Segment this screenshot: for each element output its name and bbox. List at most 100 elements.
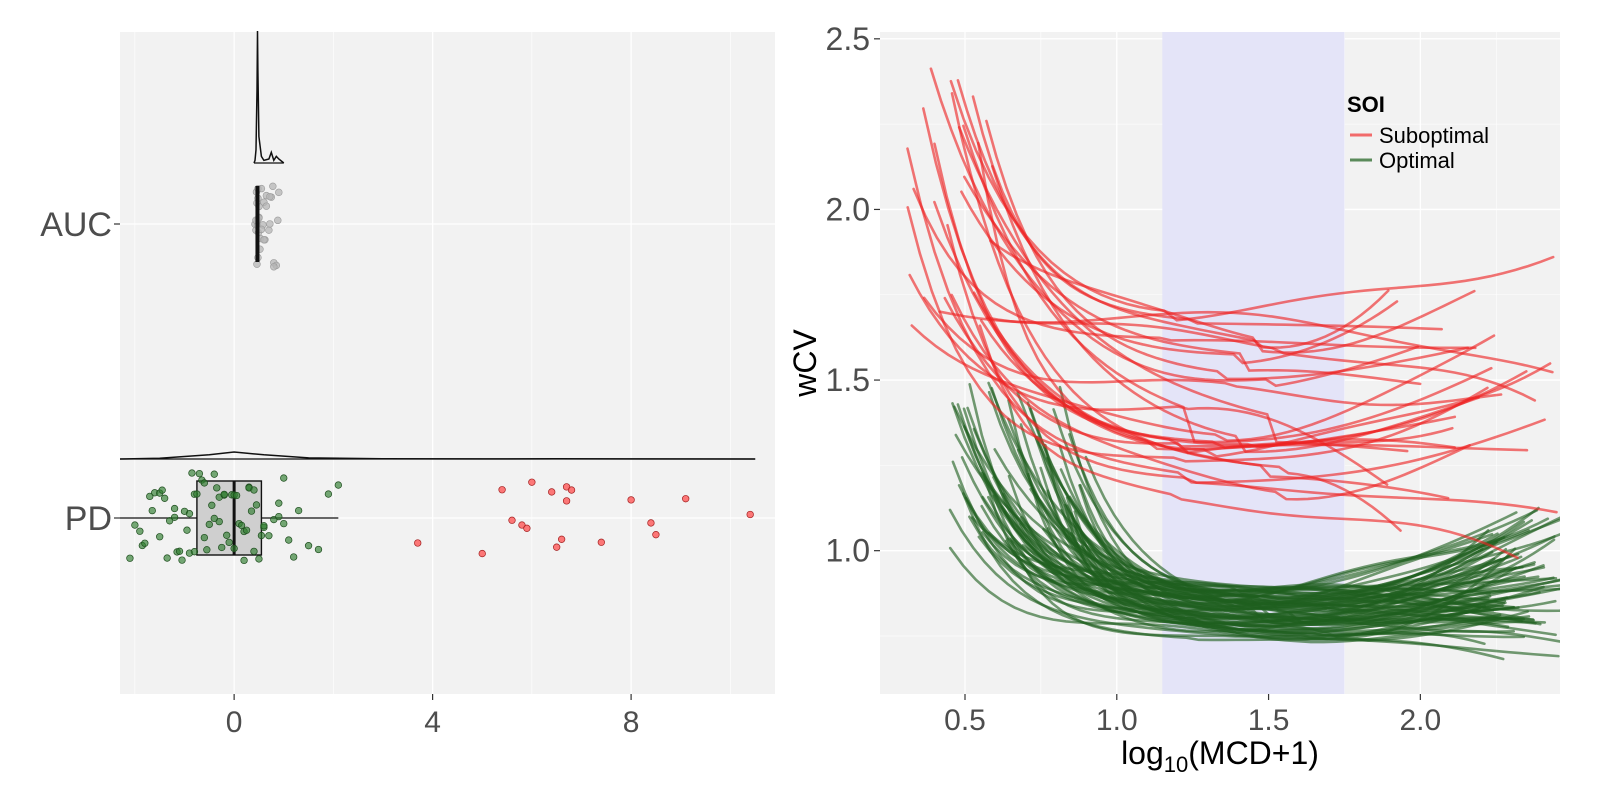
suboptimal-line bbox=[962, 124, 1493, 444]
pd-point-optimal bbox=[304, 542, 313, 550]
suboptimal-line bbox=[976, 141, 1456, 451]
wcv-line-panel: 0.5 1.0 1.5 2.0 1.0 1.5 2.0 2.5 log10(MCD+1) wCV S… bbox=[787, 21, 1560, 777]
pd-point-suboptimal bbox=[523, 524, 531, 532]
pd-point-suboptimal bbox=[647, 519, 655, 527]
pd-point-optimal bbox=[175, 547, 184, 555]
auc-point bbox=[266, 220, 274, 228]
auc-point bbox=[265, 226, 273, 234]
suboptimal-line bbox=[908, 273, 1389, 486]
pd-point-optimal bbox=[190, 548, 199, 556]
pd-point-suboptimal bbox=[553, 543, 561, 551]
pd-point-optimal bbox=[252, 501, 261, 509]
pd-point-suboptimal bbox=[528, 478, 536, 486]
pd-point-optimal bbox=[260, 522, 268, 530]
pd-point-suboptimal bbox=[682, 495, 690, 503]
pd-point-optimal bbox=[170, 504, 179, 513]
pd-point-optimal bbox=[280, 474, 288, 482]
legend-label-optimal: Optimal bbox=[1379, 148, 1455, 173]
pd-point-optimal bbox=[195, 469, 204, 478]
y-axis-title: wCV bbox=[787, 329, 823, 398]
suboptimal-line bbox=[912, 187, 1477, 350]
pd-point-suboptimal bbox=[746, 510, 754, 519]
pd-point-optimal bbox=[255, 555, 263, 563]
raincloud-panel: 0 4 8 AUC PD bbox=[40, 30, 775, 739]
x-axis-title-subscript: 10 bbox=[1164, 752, 1188, 777]
pd-point-optimal bbox=[156, 533, 164, 541]
auc-point bbox=[260, 236, 268, 244]
pd-point-optimal bbox=[290, 553, 298, 561]
pd-point-optimal bbox=[240, 556, 248, 565]
panel-background bbox=[120, 32, 775, 694]
x-tick-label: 1.0 bbox=[1096, 704, 1138, 737]
pd-point-optimal bbox=[200, 479, 209, 487]
pd-point-optimal bbox=[237, 521, 246, 530]
y-tick-label: 2.5 bbox=[826, 21, 870, 57]
pd-point-optimal bbox=[161, 494, 169, 502]
x-tick-label: 2.0 bbox=[1399, 704, 1441, 737]
suboptimal-line bbox=[906, 206, 1489, 463]
optimal-line bbox=[948, 508, 1505, 661]
suboptimal-line bbox=[963, 175, 1422, 386]
pd-point-optimal bbox=[126, 554, 134, 562]
pd-point-optimal bbox=[280, 519, 288, 528]
pd-point-optimal bbox=[170, 513, 179, 522]
suboptimal-line bbox=[946, 223, 1546, 484]
pd-point-optimal bbox=[225, 538, 233, 547]
optimal-line bbox=[1004, 539, 1541, 625]
suboptimal-line bbox=[933, 200, 1552, 458]
y-tick-label: 1.5 bbox=[826, 362, 870, 398]
pd-point-optimal bbox=[242, 526, 251, 534]
pd-point-optimal bbox=[223, 531, 231, 539]
suboptimal-line bbox=[978, 324, 1519, 560]
optimal-line bbox=[987, 531, 1560, 599]
pd-point-optimal bbox=[324, 490, 333, 498]
pd-point-suboptimal bbox=[567, 486, 576, 494]
optimal-line bbox=[1069, 512, 1498, 605]
pd-point-optimal bbox=[220, 490, 228, 499]
pd-point-optimal bbox=[131, 521, 139, 529]
pd-point-optimal bbox=[232, 491, 241, 500]
pd-point-suboptimal bbox=[478, 549, 486, 558]
pd-point-suboptimal bbox=[652, 531, 660, 539]
pd-point-suboptimal bbox=[562, 497, 571, 505]
pd-point-optimal bbox=[285, 536, 293, 544]
optimal-line bbox=[1019, 522, 1537, 627]
auc-point bbox=[270, 263, 278, 271]
pd-point-optimal bbox=[136, 527, 144, 535]
pd-point-suboptimal bbox=[548, 488, 556, 496]
pd-point-optimal bbox=[163, 554, 171, 562]
auc-box bbox=[255, 186, 260, 262]
x-axis-title-main: log bbox=[1121, 735, 1164, 771]
pd-point-optimal bbox=[158, 486, 166, 494]
pd-point-optimal bbox=[188, 469, 196, 477]
pd-point-optimal bbox=[193, 490, 201, 498]
y-category-label: PD bbox=[65, 500, 112, 538]
pd-point-optimal bbox=[146, 492, 154, 501]
pd-point-optimal bbox=[183, 526, 191, 534]
optimal-line bbox=[987, 495, 1539, 598]
optimal-line bbox=[961, 492, 1560, 658]
auc-density-curve bbox=[253, 30, 285, 164]
pd-point-optimal bbox=[210, 470, 218, 478]
pd-point-suboptimal bbox=[498, 486, 506, 494]
pd-point-optimal bbox=[205, 520, 213, 529]
suboptimal-line bbox=[910, 324, 1496, 442]
pd-point-optimal bbox=[178, 556, 186, 564]
pd-point-optimal bbox=[275, 512, 283, 521]
suboptimal-line bbox=[985, 119, 1470, 381]
pd-point-optimal bbox=[141, 539, 149, 547]
auc-point bbox=[275, 188, 283, 197]
suboptimal-line bbox=[906, 147, 1558, 514]
pd-point-optimal bbox=[257, 531, 266, 540]
auc-point bbox=[266, 192, 274, 201]
pd-point-optimal bbox=[250, 547, 258, 556]
optimal-line bbox=[1026, 401, 1510, 597]
pd-point-optimal bbox=[165, 517, 174, 525]
y-tick-label: 2.0 bbox=[826, 191, 870, 227]
auc-point bbox=[274, 216, 282, 225]
pd-point-optimal bbox=[218, 543, 226, 552]
auc-point bbox=[269, 182, 277, 191]
series-lines bbox=[906, 67, 1560, 661]
optimal-line bbox=[1060, 508, 1506, 605]
